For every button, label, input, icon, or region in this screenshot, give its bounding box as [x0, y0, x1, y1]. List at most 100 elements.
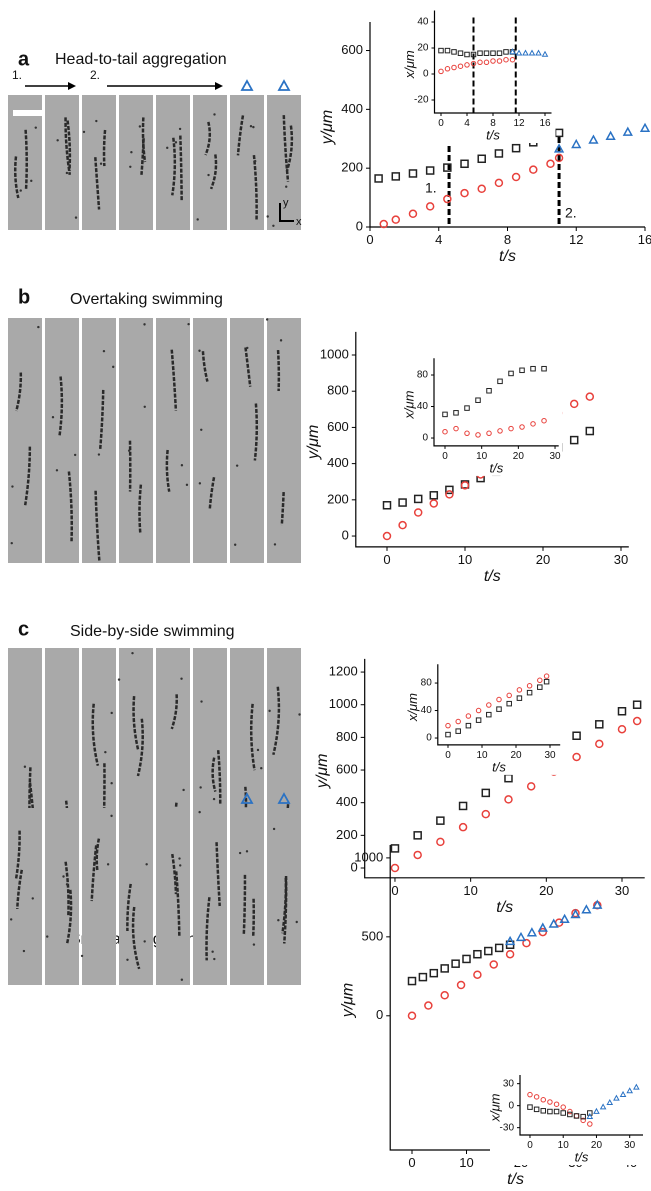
worm	[179, 135, 183, 201]
y-tick-label: 1200	[329, 664, 358, 679]
step-label: 1.	[12, 68, 22, 82]
square-marker	[475, 397, 481, 403]
arrow-head	[68, 82, 76, 90]
circle-marker	[505, 949, 515, 959]
square-marker	[484, 946, 493, 956]
x-tick-label: 0	[408, 1155, 415, 1170]
speck	[196, 218, 199, 221]
circle-marker	[413, 850, 422, 860]
image-strip	[8, 808, 42, 985]
square-marker	[511, 143, 521, 153]
speck	[129, 165, 132, 168]
speck	[138, 125, 142, 128]
panel-title: Side-by-side swimming	[70, 623, 235, 640]
speck	[233, 543, 237, 546]
y-tick-label: 0	[376, 1007, 383, 1022]
axis-line	[433, 358, 559, 447]
image-strip	[156, 318, 190, 563]
square-marker	[585, 426, 595, 436]
inset-bg	[404, 11, 556, 143]
speck	[131, 651, 134, 655]
speck	[82, 130, 86, 134]
x-tick-label: 10	[459, 1155, 473, 1170]
square-marker	[429, 968, 439, 978]
square-marker	[407, 976, 417, 986]
speck	[174, 141, 178, 144]
triangle-marker	[639, 122, 651, 133]
x-axis-label: t/s	[486, 127, 500, 142]
x-tick-label: 20	[591, 1140, 603, 1151]
axis-line	[364, 658, 645, 879]
circle-marker	[407, 1011, 417, 1021]
square-marker	[442, 411, 448, 418]
worm	[242, 874, 247, 935]
square-marker	[458, 801, 468, 811]
circle-marker	[553, 1101, 560, 1107]
speck	[51, 415, 55, 419]
worm	[23, 446, 32, 506]
y-tick-label: 80	[417, 370, 429, 381]
worm	[14, 830, 21, 880]
triangle-marker	[541, 50, 549, 57]
circle-marker	[425, 202, 435, 211]
circle-marker	[496, 696, 502, 703]
square-marker	[504, 773, 513, 783]
worm	[102, 763, 106, 822]
circle-marker	[443, 194, 452, 204]
circle-marker	[527, 1091, 533, 1098]
speck	[46, 935, 49, 938]
speck	[23, 765, 27, 768]
speck	[110, 711, 113, 715]
y-tick-label: 0	[426, 733, 432, 744]
speck	[31, 897, 34, 900]
speck	[30, 179, 33, 183]
circle-marker	[503, 56, 509, 63]
square-marker	[580, 1113, 586, 1120]
triangle-marker	[633, 1083, 640, 1090]
triangle-marker	[553, 143, 565, 153]
worm	[171, 853, 178, 895]
speck	[268, 709, 271, 713]
speck	[279, 339, 283, 342]
circle-marker	[587, 1121, 593, 1127]
speck	[178, 857, 181, 860]
triangle-marker	[622, 126, 633, 136]
square-marker	[490, 50, 496, 56]
circle-marker	[496, 58, 503, 64]
panel-label: a	[18, 48, 30, 70]
image-strip	[82, 95, 116, 230]
square-marker	[560, 1110, 566, 1116]
worm	[16, 869, 24, 909]
circle-marker	[490, 58, 496, 64]
circle-marker	[494, 178, 504, 188]
circle-marker	[497, 428, 503, 434]
x-tick-label: 4	[435, 232, 442, 247]
speck	[37, 325, 40, 329]
y-tick-label: 0	[422, 433, 428, 444]
y-tick-label: 40	[417, 401, 429, 412]
square-marker	[481, 788, 491, 798]
square-marker	[567, 1111, 573, 1118]
speck	[80, 954, 84, 958]
square-marker	[486, 711, 492, 718]
circle-marker	[481, 809, 491, 819]
speck	[182, 788, 185, 792]
y-tick-label: -30	[500, 1122, 515, 1133]
speck	[106, 863, 110, 866]
worm	[251, 898, 256, 938]
speck	[99, 162, 103, 165]
circle-marker	[445, 490, 454, 499]
circle-marker	[398, 520, 407, 530]
speck	[198, 482, 202, 485]
circle-marker	[464, 430, 470, 437]
speck	[212, 797, 216, 801]
circle-marker	[567, 1108, 573, 1115]
square-marker	[486, 388, 492, 394]
speck	[256, 748, 260, 752]
square-marker	[460, 159, 469, 169]
circle-marker	[538, 927, 548, 937]
speck	[260, 767, 263, 770]
triangle-marker	[537, 922, 548, 932]
square-marker	[494, 943, 504, 953]
speck	[104, 750, 107, 754]
